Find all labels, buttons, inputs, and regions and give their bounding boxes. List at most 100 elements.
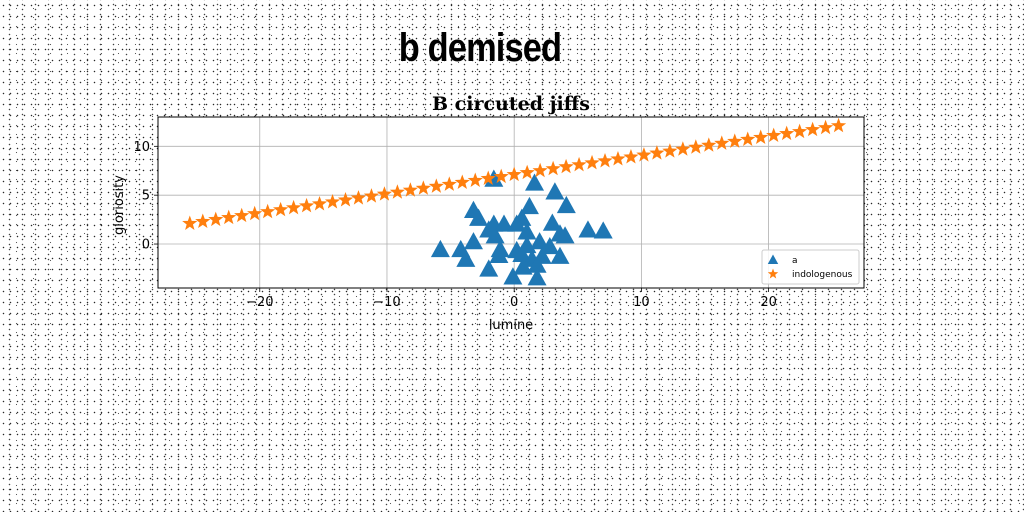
series-a-point [555,226,575,244]
x-axis-label: lumine [489,318,533,333]
series-indologenous-point [584,154,600,170]
series-indologenous-point [610,151,626,166]
plot-frame [157,116,865,289]
series-indologenous-point [532,162,548,178]
y-axis-label: gloriosity [112,175,127,235]
series-a-point [485,226,505,244]
series-indologenous-point [337,192,354,207]
series-indologenous-point [273,201,289,217]
series-indologenous-point [662,143,678,158]
series-a-point [530,232,550,250]
series-indologenous-point [545,160,561,176]
y-tick-label: 10 [133,140,150,155]
series-a-point [527,255,547,273]
series-indologenous-point [467,172,483,187]
series-a-point [578,220,598,238]
series-a-point [519,196,539,215]
y-tick-label: 5 [142,189,150,204]
series-indologenous-point [376,186,393,201]
series-a-point [503,267,523,285]
series-indologenous-point [519,164,535,180]
axis-ticks: −20 −10 0 10 20 0 5 10 [133,140,776,310]
series-indologenous-point [298,197,315,213]
series-indologenous-point [558,158,574,174]
series-indologenous-point [714,135,730,150]
legend-marker-a [767,254,779,264]
series-indologenous-point [727,133,743,148]
series-indologenous-point [363,188,380,203]
series-a-point [550,246,570,264]
figure-suptitle: b demised [398,26,562,70]
series-indologenous-point [753,129,769,144]
series-indologenous-point [649,145,665,160]
series-a-point [469,208,489,226]
series-indologenous-point [792,123,808,139]
series-a-point [494,214,514,232]
series-indologenous-point [221,209,237,225]
series-a-point [484,169,504,187]
series-indologenous-point [597,152,613,168]
series-indologenous-point [493,168,509,184]
legend-label-indologenous: indologenous [792,270,853,280]
series-indologenous [182,117,847,230]
x-tick-label: −20 [246,295,273,310]
legend: a indologenous [761,249,860,285]
series-a-point [456,249,476,267]
series-indologenous-point [623,149,639,164]
series-a-point [489,245,509,263]
x-tick-label: 20 [760,295,777,310]
series-a-point [527,268,547,286]
legend-label-a: a [792,256,798,266]
series-indologenous-point [208,211,224,227]
series-indologenous-point [402,182,418,197]
grid [158,117,864,288]
series-a-point [517,222,537,240]
series-indologenous-point [766,127,782,143]
series-indologenous-point [779,125,795,141]
series-a-point [463,232,483,250]
series-a-point [507,214,527,232]
series-a-point [556,195,576,214]
chart-title: B circuted jiffs [432,93,590,115]
series-a [430,169,613,286]
series-a-point [545,182,565,200]
series-a-point [479,259,499,277]
series-indologenous-point [830,117,847,133]
series-indologenous-point [506,166,522,182]
series-indologenous-point [324,194,341,209]
series-a-point [542,213,562,231]
y-tick-label: 0 [142,238,150,253]
series-a-point [525,173,545,191]
series-indologenous-point [636,147,652,162]
series-indologenous-point [441,176,457,191]
legend-marker-indologenous [767,268,779,279]
x-tick-label: −10 [373,295,400,310]
series-a-point [540,236,560,255]
series-indologenous-point [311,195,328,211]
series-a-point [593,221,613,239]
series-indologenous-point [182,215,198,230]
series-indologenous-point [350,190,367,205]
series-a-point [430,239,450,258]
series-indologenous-point [701,137,717,152]
series-indologenous-point [740,131,756,146]
series-indologenous-point [805,121,821,137]
legend-triangle-icon [767,254,779,264]
plot-area [158,117,864,288]
x-tick-label: 0 [510,295,518,310]
series-indologenous-point [480,170,496,186]
series-indologenous-point [817,119,834,135]
series-indologenous-point [195,213,211,229]
series-a-point [512,244,532,262]
series-indologenous-point [285,199,302,215]
series-indologenous-point [571,156,587,172]
legend-star-icon [767,268,779,279]
series-indologenous-point [389,184,406,199]
series-indologenous-point [688,139,704,154]
legend-box [761,249,860,285]
series-indologenous-point [675,141,691,156]
series-indologenous-point [247,205,263,221]
series-a-point [513,257,533,275]
series-indologenous-point [428,178,444,193]
